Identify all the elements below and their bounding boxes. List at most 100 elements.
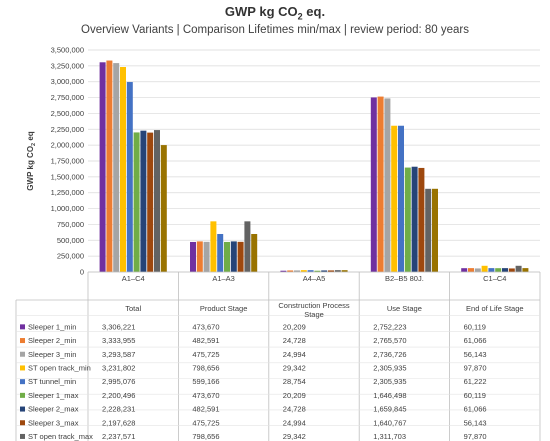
- legend-key: [20, 433, 25, 439]
- data-label: 2,995,076: [102, 377, 135, 386]
- bar: [133, 132, 140, 272]
- bar: [147, 132, 154, 272]
- data-label: 475,725: [192, 418, 219, 427]
- y-axis-label-subscript: 2: [31, 143, 37, 146]
- bar: [502, 268, 508, 272]
- chart-title-tail: eq.: [302, 4, 326, 19]
- data-label: 482,591: [192, 405, 219, 414]
- bar: [508, 268, 515, 272]
- bar: [481, 265, 488, 272]
- y-axis-label-main: GWP kg CO: [26, 146, 35, 191]
- y-tick-label: 2,500,000: [51, 109, 84, 118]
- data-label: 28,754: [283, 377, 306, 386]
- y-tick-label: 250,000: [57, 252, 84, 261]
- y-tick-label: 3,250,000: [51, 61, 84, 70]
- data-label: 2,305,935: [373, 377, 406, 386]
- data-label: 97,870: [464, 432, 487, 441]
- bar: [418, 167, 425, 272]
- bar: [230, 241, 237, 272]
- y-tick-label: 3,500,000: [51, 46, 84, 55]
- bar: [404, 167, 411, 272]
- bar: [99, 62, 106, 273]
- bar: [160, 145, 167, 272]
- legend-label: ST open track_max: [28, 432, 93, 441]
- bar: [432, 188, 438, 272]
- data-label: 97,870: [464, 363, 487, 372]
- chart-title-subscript: 2: [297, 11, 303, 22]
- bar: [307, 270, 314, 272]
- bar: [341, 270, 348, 272]
- y-tick-label: 1,000,000: [51, 204, 84, 213]
- category-name: Product Stage: [200, 304, 248, 313]
- data-label: 61,066: [464, 405, 487, 414]
- data-label: 3,293,587: [102, 350, 135, 359]
- legend-key: [20, 379, 25, 385]
- bar: [328, 270, 334, 272]
- legend-key: [20, 365, 25, 371]
- data-label: 61,222: [464, 377, 487, 386]
- legend-label: Sleeper 3_min: [28, 350, 76, 359]
- bar: [370, 97, 377, 273]
- data-label: 61,066: [464, 336, 487, 345]
- legend-key: [20, 351, 25, 357]
- bar: [154, 130, 160, 272]
- legend-label: Sleeper 2_min: [28, 336, 76, 345]
- bar: [488, 268, 495, 272]
- legend-label: Sleeper 2_max: [28, 405, 79, 414]
- data-label: 20,209: [283, 391, 306, 400]
- data-label: 2,752,223: [373, 322, 406, 331]
- bar: [314, 270, 321, 272]
- bar: [244, 221, 251, 272]
- category-name: Total: [125, 304, 141, 313]
- bar: [196, 241, 203, 272]
- data-label: 24,728: [283, 405, 306, 414]
- data-label: 2,305,935: [373, 363, 406, 372]
- y-axis-label: GWP kg CO2 eq: [26, 131, 37, 190]
- data-label: 798,656: [192, 432, 219, 441]
- bar: [106, 60, 113, 272]
- data-label: 3,231,802: [102, 363, 135, 372]
- category-name: Use Stage: [387, 304, 422, 313]
- data-label: 1,640,767: [373, 418, 406, 427]
- data-label: 1,659,845: [373, 405, 406, 414]
- y-tick-label: 0: [80, 268, 84, 277]
- data-label: 56,143: [464, 418, 487, 427]
- data-label: 2,200,496: [102, 391, 135, 400]
- data-label: 2,736,726: [373, 350, 406, 359]
- legend-label: Sleeper 1_min: [28, 322, 76, 331]
- bar: [210, 221, 217, 272]
- data-label: 60,119: [464, 322, 486, 331]
- bar: [522, 268, 529, 272]
- data-label: 2,765,570: [373, 336, 406, 345]
- data-label: 798,656: [192, 363, 219, 372]
- data-label: 482,591: [192, 336, 219, 345]
- y-tick-label: 1,750,000: [51, 157, 84, 166]
- data-label: 3,333,955: [102, 336, 135, 345]
- bar: [411, 166, 418, 272]
- y-axis-label-tail: eq: [26, 131, 35, 143]
- chart-subtitle: Overview Variants | Comparison Lifetimes…: [81, 24, 469, 36]
- y-tick-label: 500,000: [57, 236, 84, 245]
- bar: [237, 241, 244, 272]
- data-label: 29,342: [283, 363, 306, 372]
- data-label: 599,166: [192, 377, 219, 386]
- data-label: 475,725: [192, 350, 219, 359]
- bar: [280, 270, 287, 272]
- bar: [515, 265, 522, 272]
- y-tick-label: 1,500,000: [51, 172, 84, 181]
- y-tick-label: 1,250,000: [51, 188, 84, 197]
- bar: [190, 241, 196, 272]
- bar: [217, 233, 224, 272]
- chart-title: GWP kg CO2 eq.: [0, 4, 550, 22]
- bar: [294, 270, 300, 272]
- bar: [461, 268, 468, 272]
- data-label: 24,994: [283, 418, 306, 427]
- data-label: 56,143: [464, 350, 487, 359]
- bar: [377, 96, 384, 272]
- data-label: 1,311,703: [373, 432, 406, 441]
- data-label: 2,228,231: [102, 405, 135, 414]
- y-tick-label: 2,000,000: [51, 141, 84, 150]
- legend-key: [20, 324, 25, 330]
